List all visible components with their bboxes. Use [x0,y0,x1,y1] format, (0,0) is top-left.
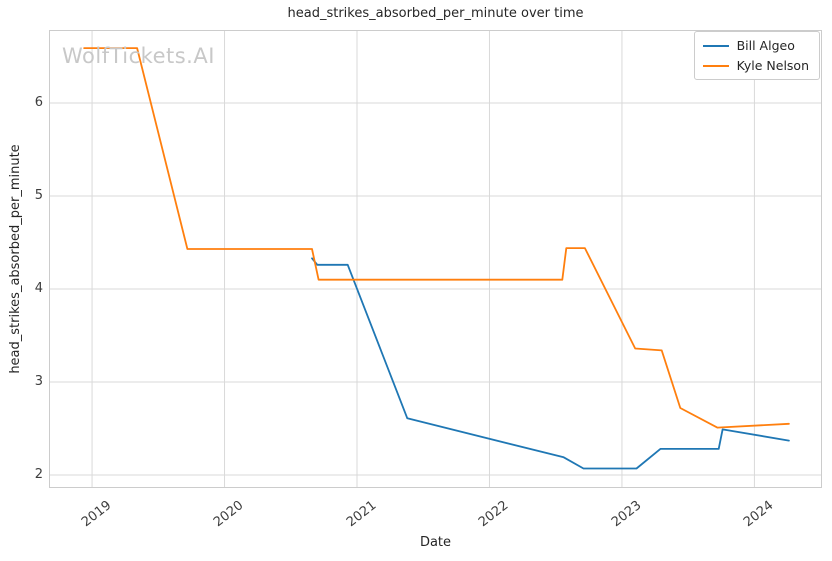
y-axis-label: head_strikes_absorbed_per_minute [8,144,23,374]
chart-title: head_strikes_absorbed_per_minute over ti… [287,6,584,21]
legend: Bill Algeo Kyle Nelson [693,31,820,80]
y-tick-label: 2 [34,466,43,482]
legend-line-swatch [702,44,729,47]
plot-area [49,30,822,488]
x-tick-label: 2022 [476,498,512,531]
x-tick-label: 2020 [211,498,247,531]
y-tick-label: 4 [34,280,43,296]
y-tick-label: 5 [34,187,43,203]
x-axis-label: Date [419,535,452,550]
legend-entry-kyle-nelson: Kyle Nelson [702,57,809,74]
y-tick-label: 3 [34,373,43,389]
plot-border [49,30,822,488]
y-tick-label: 6 [34,95,43,110]
legend-entry-bill-algeo: Bill Algeo [702,37,809,54]
plot-canvas [49,30,822,488]
series-line-kyle-nelson [83,47,790,429]
x-tick-label: 2019 [78,498,115,531]
x-tick-label: 2024 [741,498,777,531]
legend-label: Kyle Nelson [736,58,809,73]
legend-line-swatch [702,64,729,67]
x-tick-label: 2023 [608,498,645,531]
legend-label: Bill Algeo [736,38,795,53]
series-line-bill-algeo [311,257,790,470]
x-tick-label: 2021 [343,498,380,531]
